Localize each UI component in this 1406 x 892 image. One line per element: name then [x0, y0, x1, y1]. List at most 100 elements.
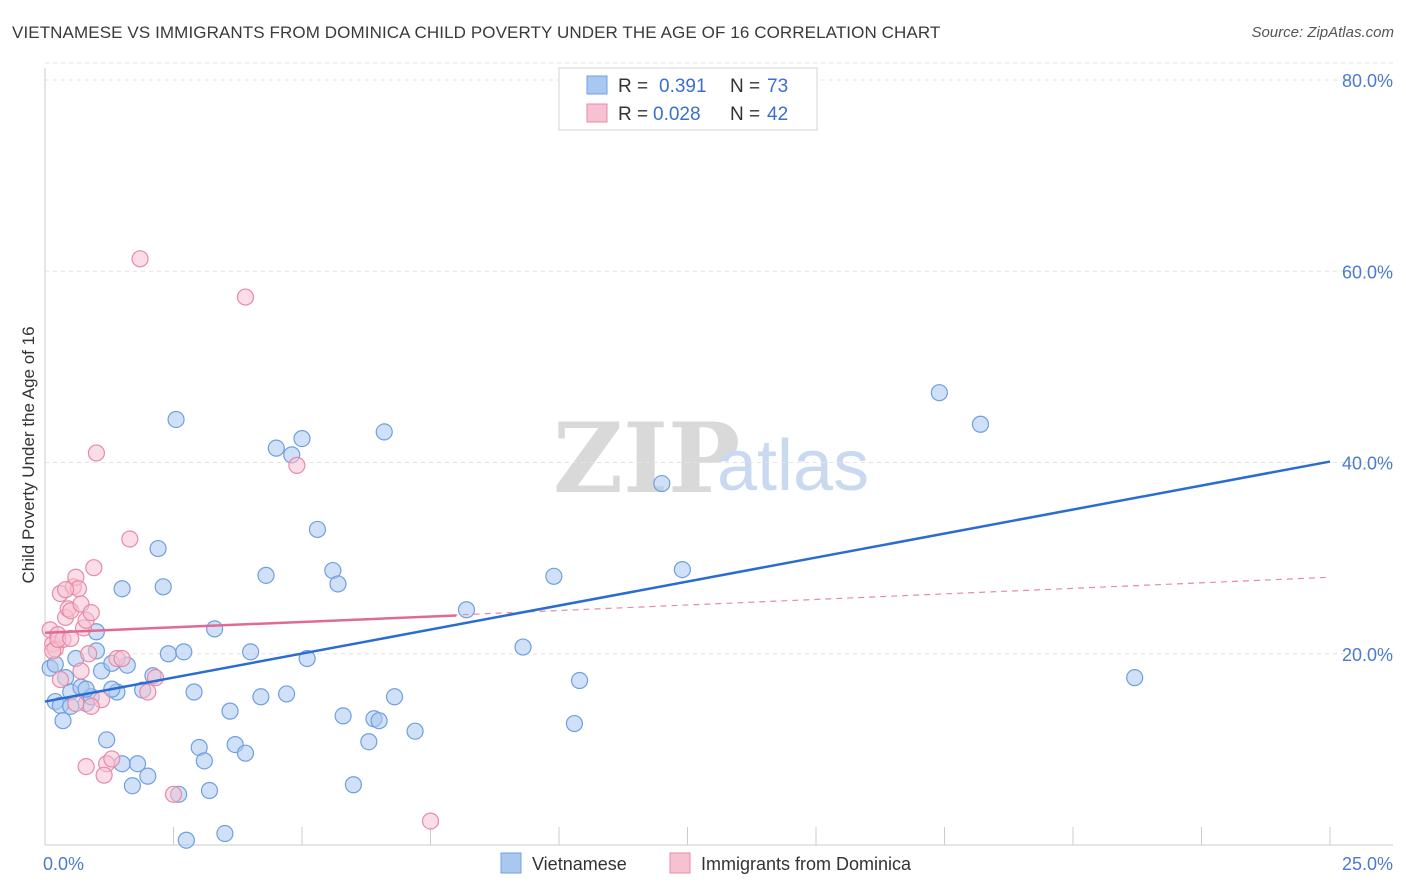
point-dominica — [80, 645, 98, 663]
point-vietnamese — [457, 601, 476, 619]
point-dominica — [51, 670, 70, 689]
point-vietnamese — [221, 702, 239, 720]
gridlines — [45, 62, 1393, 655]
point-dominica — [288, 456, 306, 474]
trend-line-vietnamese — [44, 460, 1331, 703]
point-dominica — [421, 812, 440, 830]
y-tick-labels: 20.0% 40.0% 60.0% 80.0% — [1342, 71, 1393, 665]
point-vietnamese — [971, 415, 990, 433]
legend-n-value-vietnamese: 73 — [767, 76, 788, 97]
x-tick-label: 0.0% — [43, 854, 84, 874]
point-vietnamese — [375, 423, 393, 441]
point-vietnamese — [98, 731, 116, 749]
legend-swatch-dominica — [586, 103, 608, 123]
point-dominica — [77, 757, 95, 776]
y-tick-label: 40.0% — [1342, 454, 1393, 474]
watermark: ZIP atlas — [553, 402, 869, 515]
x-tick-label: 25.0% — [1342, 854, 1393, 874]
point-vietnamese — [200, 781, 219, 800]
point-vietnamese — [514, 638, 532, 656]
point-dominica — [56, 581, 75, 599]
trend-line-dominica — [44, 614, 457, 634]
point-dominica — [164, 785, 183, 803]
point-dominica — [103, 750, 121, 768]
point-vietnamese — [267, 439, 285, 457]
trend-lines — [44, 460, 1331, 703]
point-vietnamese — [570, 671, 589, 690]
y-tick-label: 60.0% — [1342, 262, 1393, 282]
point-dominica — [85, 559, 103, 577]
point-vietnamese — [930, 384, 948, 402]
legend-n-value-dominica: 42 — [767, 104, 788, 125]
point-vietnamese — [149, 539, 167, 558]
legend: R = 0.391 N = 73 R = 0.028 N = 42 — [558, 67, 818, 131]
point-dominica — [82, 697, 100, 715]
point-vietnamese — [370, 712, 388, 730]
point-vietnamese — [565, 714, 584, 733]
point-vietnamese — [167, 410, 185, 429]
point-vietnamese — [329, 575, 347, 593]
legend-r-label: R = — [618, 104, 648, 125]
point-vietnamese — [123, 777, 141, 795]
point-vietnamese — [360, 733, 378, 751]
point-dominica — [131, 250, 149, 268]
point-vietnamese — [242, 643, 260, 661]
point-vietnamese — [344, 776, 362, 794]
point-dominica — [146, 669, 165, 687]
point-vietnamese — [236, 744, 255, 762]
legend-r-value-vietnamese: 0.391 — [659, 76, 707, 97]
point-vietnamese — [54, 712, 72, 730]
point-vietnamese — [216, 824, 234, 843]
point-vietnamese — [1126, 669, 1144, 687]
point-vietnamese — [113, 580, 131, 598]
bottom-legend-swatch-dominica — [669, 852, 691, 874]
axes — [44, 68, 1393, 846]
point-vietnamese — [177, 831, 195, 849]
point-vietnamese — [406, 722, 424, 740]
y-tick-label: 80.0% — [1342, 71, 1393, 91]
point-vietnamese — [195, 752, 213, 770]
point-vietnamese — [206, 620, 224, 638]
watermark-atlas: atlas — [717, 426, 869, 506]
watermark-zip: ZIP — [553, 402, 740, 515]
legend-r-value-dominica: 0.028 — [653, 104, 701, 125]
bottom-legend: Vietnamese Immigrants from Dominica — [500, 852, 912, 874]
chart-title: VIETNAMESE VS IMMIGRANTS FROM DOMINICA C… — [12, 23, 941, 42]
point-dominica — [72, 662, 90, 680]
point-vietnamese — [673, 560, 691, 579]
point-vietnamese — [545, 567, 563, 585]
legend-r-label: R = — [618, 76, 648, 97]
point-vietnamese — [277, 685, 296, 703]
y-axis-label: Child Poverty Under the Age of 16 — [19, 326, 38, 583]
y-tick-label: 20.0% — [1342, 645, 1393, 665]
legend-n-label: N = — [730, 104, 760, 125]
legend-swatch-vietnamese — [586, 75, 608, 95]
point-dominica — [95, 766, 113, 784]
point-vietnamese — [185, 683, 203, 701]
point-dominica — [113, 649, 131, 668]
point-vietnamese — [257, 566, 275, 584]
bottom-legend-swatch-vietnamese — [500, 852, 522, 874]
point-vietnamese — [139, 767, 157, 785]
bottom-legend-label-vietnamese: Vietnamese — [532, 854, 627, 874]
point-vietnamese — [159, 645, 177, 663]
x-tick-labels: 0.0% 25.0% — [43, 854, 1393, 874]
point-dominica — [139, 683, 157, 701]
point-vietnamese — [308, 520, 327, 539]
data-points — [41, 250, 1144, 849]
source-label: Source: ZipAtlas.com — [1251, 24, 1394, 41]
point-dominica — [121, 530, 139, 548]
point-dominica — [82, 604, 100, 622]
point-vietnamese — [175, 643, 193, 661]
point-vietnamese — [154, 578, 172, 596]
point-vietnamese — [293, 429, 311, 448]
point-vietnamese — [653, 474, 671, 493]
point-dominica — [236, 288, 255, 306]
legend-n-label: N = — [730, 76, 760, 97]
point-dominica — [87, 444, 106, 462]
point-vietnamese — [385, 688, 404, 706]
bottom-legend-label-dominica: Immigrants from Dominica — [701, 854, 912, 874]
point-vietnamese — [252, 688, 270, 706]
point-vietnamese — [334, 707, 352, 725]
